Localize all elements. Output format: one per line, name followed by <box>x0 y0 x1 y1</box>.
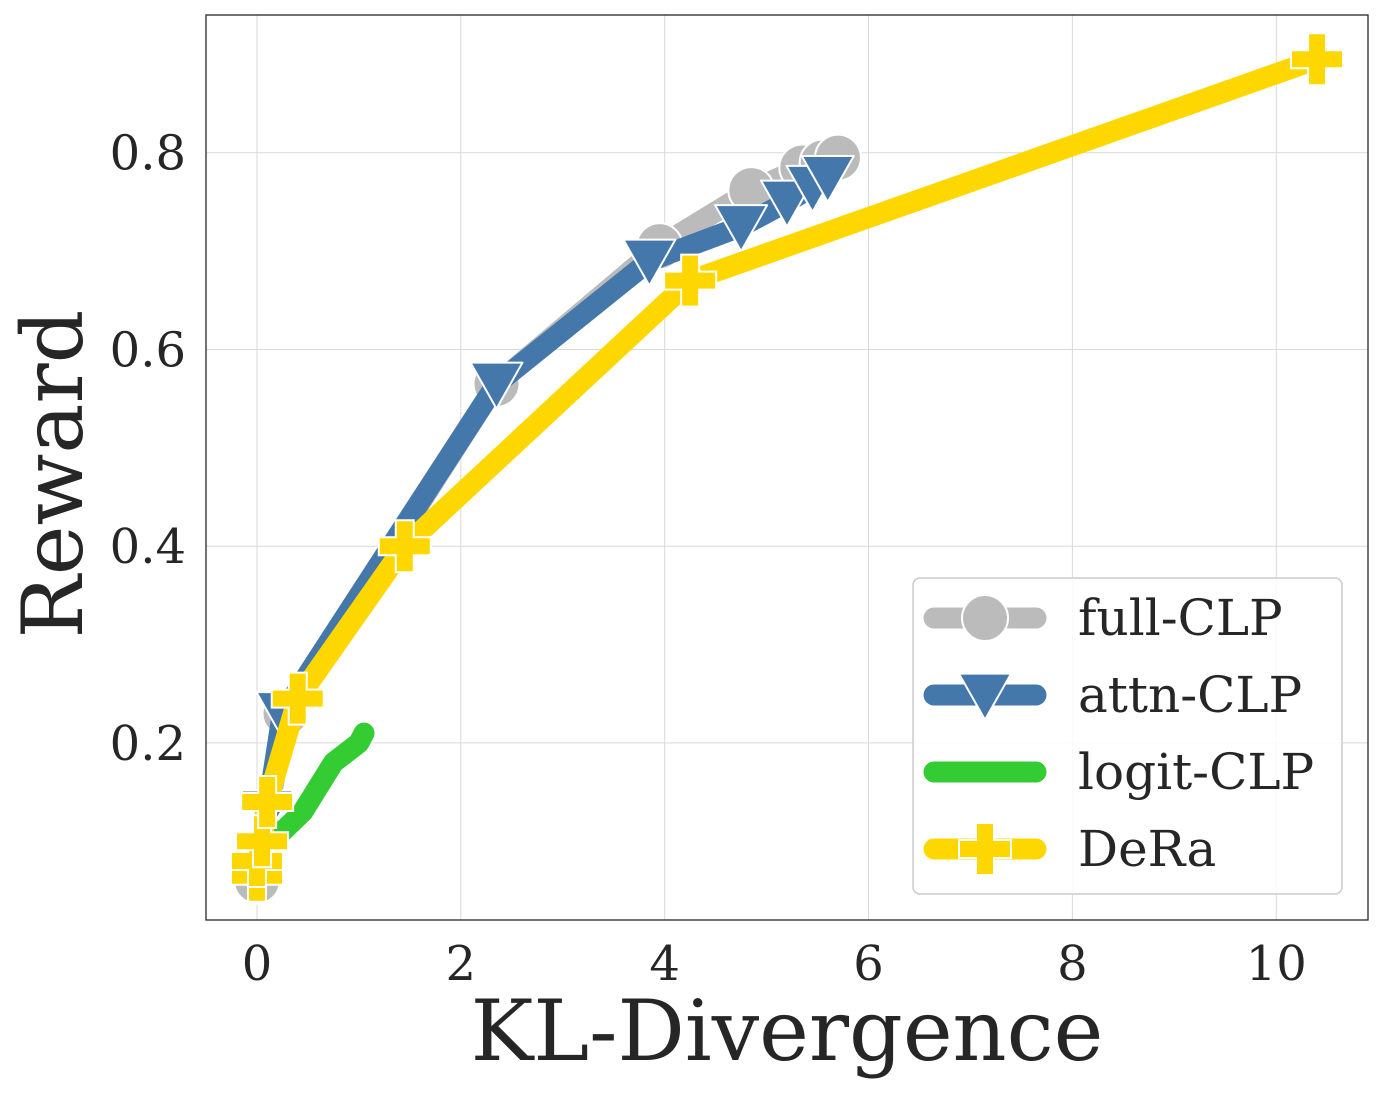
legend-marker <box>958 672 1012 721</box>
data-point-attn-clp <box>469 361 524 410</box>
legend-entry-dera: DeRa <box>923 820 1216 878</box>
tick-labels: 0 2 4 6 8 10 0.2 0.4 0.6 0.8 <box>110 126 1307 992</box>
data-point-dera <box>663 253 718 308</box>
data-point-dera <box>377 519 432 574</box>
x-tick-label: 4 <box>649 936 680 992</box>
x-tick-label: 2 <box>446 936 477 992</box>
y-axis-title: Reward <box>4 310 102 639</box>
y-tick-label: 0.2 <box>110 716 186 772</box>
series-logit-clp <box>261 722 375 852</box>
legend-label: logit-CLP <box>1078 743 1314 801</box>
legend-box <box>912 577 1343 895</box>
legend-label: DeRa <box>1078 820 1216 878</box>
y-tick-label: 0.4 <box>110 519 186 575</box>
legend-entry-attn-clp: attn-CLP <box>923 666 1302 724</box>
series-line-logit-clp <box>261 722 375 852</box>
data-point-attn-clp <box>760 179 814 228</box>
data-point-dera <box>235 814 290 869</box>
legend-label: attn-CLP <box>1078 666 1302 724</box>
series-dera <box>229 32 1345 903</box>
y-tick-label: 0.6 <box>110 322 186 378</box>
legend-entry-logit-clp: logit-CLP <box>923 743 1314 801</box>
x-axis-title: KL-Divergence <box>471 982 1104 1080</box>
grid <box>206 15 1368 920</box>
legend-entry-full-clp: full-CLP <box>923 589 1283 647</box>
plot-frame <box>205 14 1369 921</box>
data-point-dera <box>270 671 325 726</box>
data-point-attn-clp <box>714 204 769 253</box>
series-layer <box>229 32 1345 905</box>
data-point-attn-clp <box>800 154 855 204</box>
data-point-dera <box>240 774 295 829</box>
x-tick-label: 0 <box>242 936 273 992</box>
x-tick-label: 8 <box>1057 936 1088 992</box>
y-tick-label: 0.8 <box>110 126 186 182</box>
x-tick-label: 10 <box>1246 936 1307 992</box>
legend-marker <box>961 594 1009 642</box>
data-point-attn-clp <box>622 238 677 287</box>
legend: full-CLP attn-CLP logit-CLP DeRa <box>912 577 1343 895</box>
x-tick-label: 6 <box>853 936 884 992</box>
data-point-dera <box>1290 32 1345 87</box>
legend-marker <box>958 822 1012 876</box>
legend-label: full-CLP <box>1078 589 1283 647</box>
